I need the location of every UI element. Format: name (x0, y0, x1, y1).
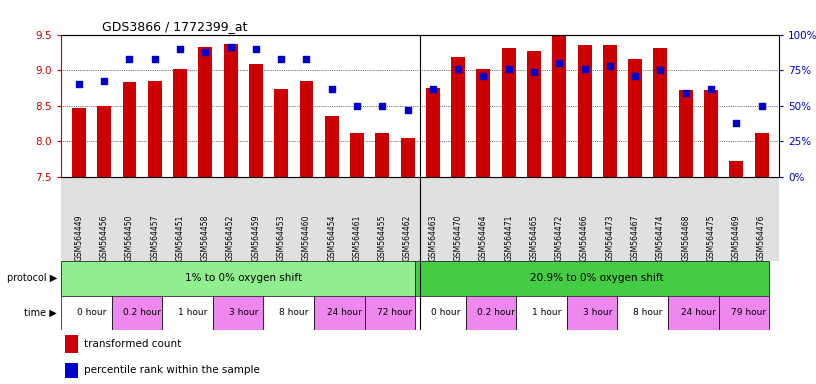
Point (679, 90, 692, 96)
Bar (668, 296, 719, 330)
Text: 72 hour: 72 hour (378, 308, 412, 318)
Point (426, 86, 439, 92)
Bar (704, 90, 718, 177)
Point (477, 73, 490, 79)
Bar (61, 296, 112, 330)
Point (73, 81, 86, 87)
Point (552, 60, 565, 66)
Point (401, 107, 415, 113)
Bar (97, 106, 111, 177)
Point (578, 66, 591, 72)
Point (174, 46, 187, 52)
Bar (567, 296, 618, 330)
Point (326, 86, 339, 92)
Text: time ▶: time ▶ (24, 308, 57, 318)
Bar (451, 56, 465, 177)
Bar (517, 296, 567, 330)
Text: 1 hour: 1 hour (178, 308, 207, 318)
Text: 1% to 0% oxygen shift: 1% to 0% oxygen shift (184, 273, 302, 283)
Text: 1 hour: 1 hour (532, 308, 561, 318)
Text: 8 hour: 8 hour (279, 308, 308, 318)
Text: 3 hour: 3 hour (228, 308, 258, 318)
Point (755, 103, 768, 109)
Bar (325, 116, 339, 177)
Bar (198, 47, 212, 177)
Bar (314, 296, 365, 330)
Text: 0.2 hour: 0.2 hour (477, 308, 515, 318)
Bar (415, 296, 466, 330)
Bar (249, 65, 263, 177)
Bar (162, 296, 213, 330)
Text: transformed count: transformed count (84, 339, 181, 349)
Point (527, 68, 540, 74)
Bar (477, 69, 490, 177)
Text: 8 hour: 8 hour (633, 308, 663, 318)
Bar (213, 296, 264, 330)
Bar (502, 48, 516, 177)
Point (199, 48, 212, 55)
Bar (719, 296, 769, 330)
Bar (224, 44, 237, 177)
Point (224, 44, 237, 50)
Text: percentile rank within the sample: percentile rank within the sample (84, 365, 260, 375)
Bar (628, 60, 642, 177)
Point (451, 66, 464, 72)
Point (351, 103, 364, 109)
Point (250, 46, 263, 52)
Point (300, 56, 313, 62)
Bar (122, 82, 136, 177)
Text: GDS3866 / 1772399_at: GDS3866 / 1772399_at (102, 20, 247, 33)
Bar (365, 296, 415, 330)
Bar (426, 88, 440, 177)
Point (149, 56, 162, 62)
Bar (264, 296, 314, 330)
Text: 3 hour: 3 hour (583, 308, 612, 318)
Bar (618, 296, 668, 330)
Bar (64, 335, 78, 353)
Bar (148, 81, 162, 177)
Bar (350, 132, 364, 177)
Bar (578, 45, 592, 177)
Text: 0 hour: 0 hour (431, 308, 460, 318)
Point (730, 119, 743, 126)
Text: 24 hour: 24 hour (327, 308, 361, 318)
Bar (654, 48, 667, 177)
Bar (274, 89, 288, 177)
Bar (401, 137, 415, 177)
Bar (299, 81, 313, 177)
Point (123, 56, 136, 62)
Bar (552, 35, 566, 177)
Point (628, 73, 641, 79)
Bar (112, 296, 162, 330)
Text: 20.9% to 0% oxygen shift: 20.9% to 0% oxygen shift (530, 273, 664, 283)
Bar (755, 132, 769, 177)
Text: protocol ▶: protocol ▶ (7, 273, 57, 283)
Bar (603, 45, 617, 177)
Bar (466, 296, 517, 330)
Bar (527, 51, 541, 177)
Text: 0.2 hour: 0.2 hour (123, 308, 161, 318)
Point (704, 86, 717, 92)
Bar (730, 161, 743, 177)
Point (275, 56, 288, 62)
Bar (72, 108, 86, 177)
Bar (415, 261, 769, 296)
Text: 24 hour: 24 hour (681, 308, 716, 318)
Point (603, 63, 616, 69)
Point (502, 66, 515, 72)
Bar (173, 70, 187, 177)
Text: 0 hour: 0 hour (77, 308, 106, 318)
Bar (64, 362, 78, 378)
Point (376, 103, 389, 109)
Text: 79 hour: 79 hour (731, 308, 766, 318)
Bar (61, 261, 415, 296)
Point (654, 67, 667, 73)
Point (98, 78, 111, 84)
Bar (679, 90, 693, 177)
Bar (375, 132, 389, 177)
